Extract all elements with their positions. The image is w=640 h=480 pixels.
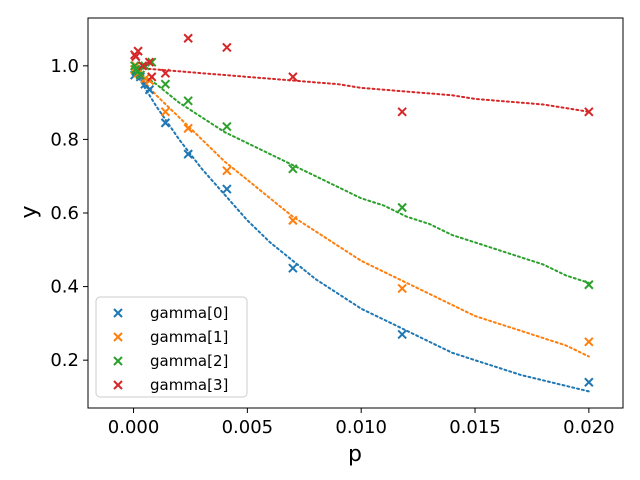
legend-label-gamma-2: gamma[2]	[150, 352, 228, 370]
y-axis: 0.2 0.4 0.6 0.8 1.0	[50, 56, 88, 371]
data-point-gamma-3	[584, 107, 594, 117]
x-axis: 0.000 0.005 0.010 0.015 0.020	[108, 408, 615, 438]
data-point-gamma-0	[584, 377, 594, 387]
data-point-gamma-3	[133, 46, 143, 56]
legend-box	[95, 296, 248, 398]
data-point-gamma-2	[222, 121, 232, 132]
data-point-gamma-0	[397, 329, 407, 340]
fit-line-gamma-3	[132, 66, 590, 113]
y-tick-label: 0.6	[50, 203, 79, 224]
legend: gamma[0] gamma[1] gamma[2] gamma[3]	[95, 296, 248, 398]
data-point-gamma-2	[397, 202, 407, 213]
data-point-gamma-3	[397, 107, 407, 117]
data-point-gamma-3	[222, 42, 232, 53]
legend-marker-gamma-0	[113, 308, 123, 318]
legend-label-gamma-3: gamma[3]	[150, 376, 228, 394]
y-axis-label: y	[17, 205, 42, 218]
data-point-gamma-3	[183, 33, 193, 43]
data-point-gamma-0	[288, 263, 298, 273]
legend-label-gamma-1: gamma[1]	[150, 328, 228, 346]
data-point-gamma-1	[288, 215, 298, 226]
fit-line-gamma-1	[132, 68, 590, 358]
x-tick-label: 0.010	[335, 417, 387, 438]
data-point-gamma-1	[222, 165, 232, 176]
data-point-gamma-2	[135, 70, 146, 80]
legend-label-gamma-0: gamma[0]	[150, 304, 228, 322]
fit-line-gamma-0	[132, 68, 590, 393]
data-point-gamma-2	[584, 280, 594, 290]
legend-marker-gamma-1	[113, 332, 123, 342]
fit-line-gamma-2	[132, 68, 590, 284]
data-point-gamma-1	[397, 283, 407, 294]
data-point-gamma-3	[147, 72, 157, 82]
data-point-gamma-0	[222, 184, 232, 194]
x-tick-label: 0.020	[563, 417, 615, 438]
data-point-gamma-3	[131, 51, 141, 62]
y-tick-label: 0.4	[50, 277, 79, 298]
data-point-gamma-1	[584, 337, 594, 347]
data-point-gamma-3	[137, 61, 148, 71]
data-point-gamma-3	[288, 72, 298, 82]
x-axis-label: p	[348, 442, 362, 467]
legend-marker-gamma-3	[113, 380, 123, 390]
data-point-gamma-2	[183, 96, 193, 106]
data-point-gamma-0	[144, 85, 155, 95]
x-tick-label: 0.000	[108, 417, 160, 438]
data-point-gamma-0	[160, 118, 171, 128]
data-point-gamma-3	[144, 57, 155, 67]
data-point-gamma-0	[183, 149, 193, 159]
x-tick-label: 0.005	[222, 417, 274, 438]
data-point-gamma-1	[183, 123, 193, 134]
fit-lines	[132, 66, 590, 393]
x-tick-label: 0.015	[449, 417, 501, 438]
data-point-gamma-3	[160, 68, 171, 78]
y-tick-label: 0.8	[50, 129, 79, 150]
data-markers	[129, 33, 594, 387]
y-tick-label: 1.0	[50, 56, 79, 77]
data-point-gamma-1	[160, 107, 171, 117]
data-point-gamma-2	[147, 57, 157, 67]
data-point-gamma-2	[160, 79, 171, 89]
legend-marker-gamma-2	[113, 356, 123, 366]
data-point-gamma-2	[288, 164, 298, 174]
y-tick-label: 0.2	[50, 350, 79, 371]
